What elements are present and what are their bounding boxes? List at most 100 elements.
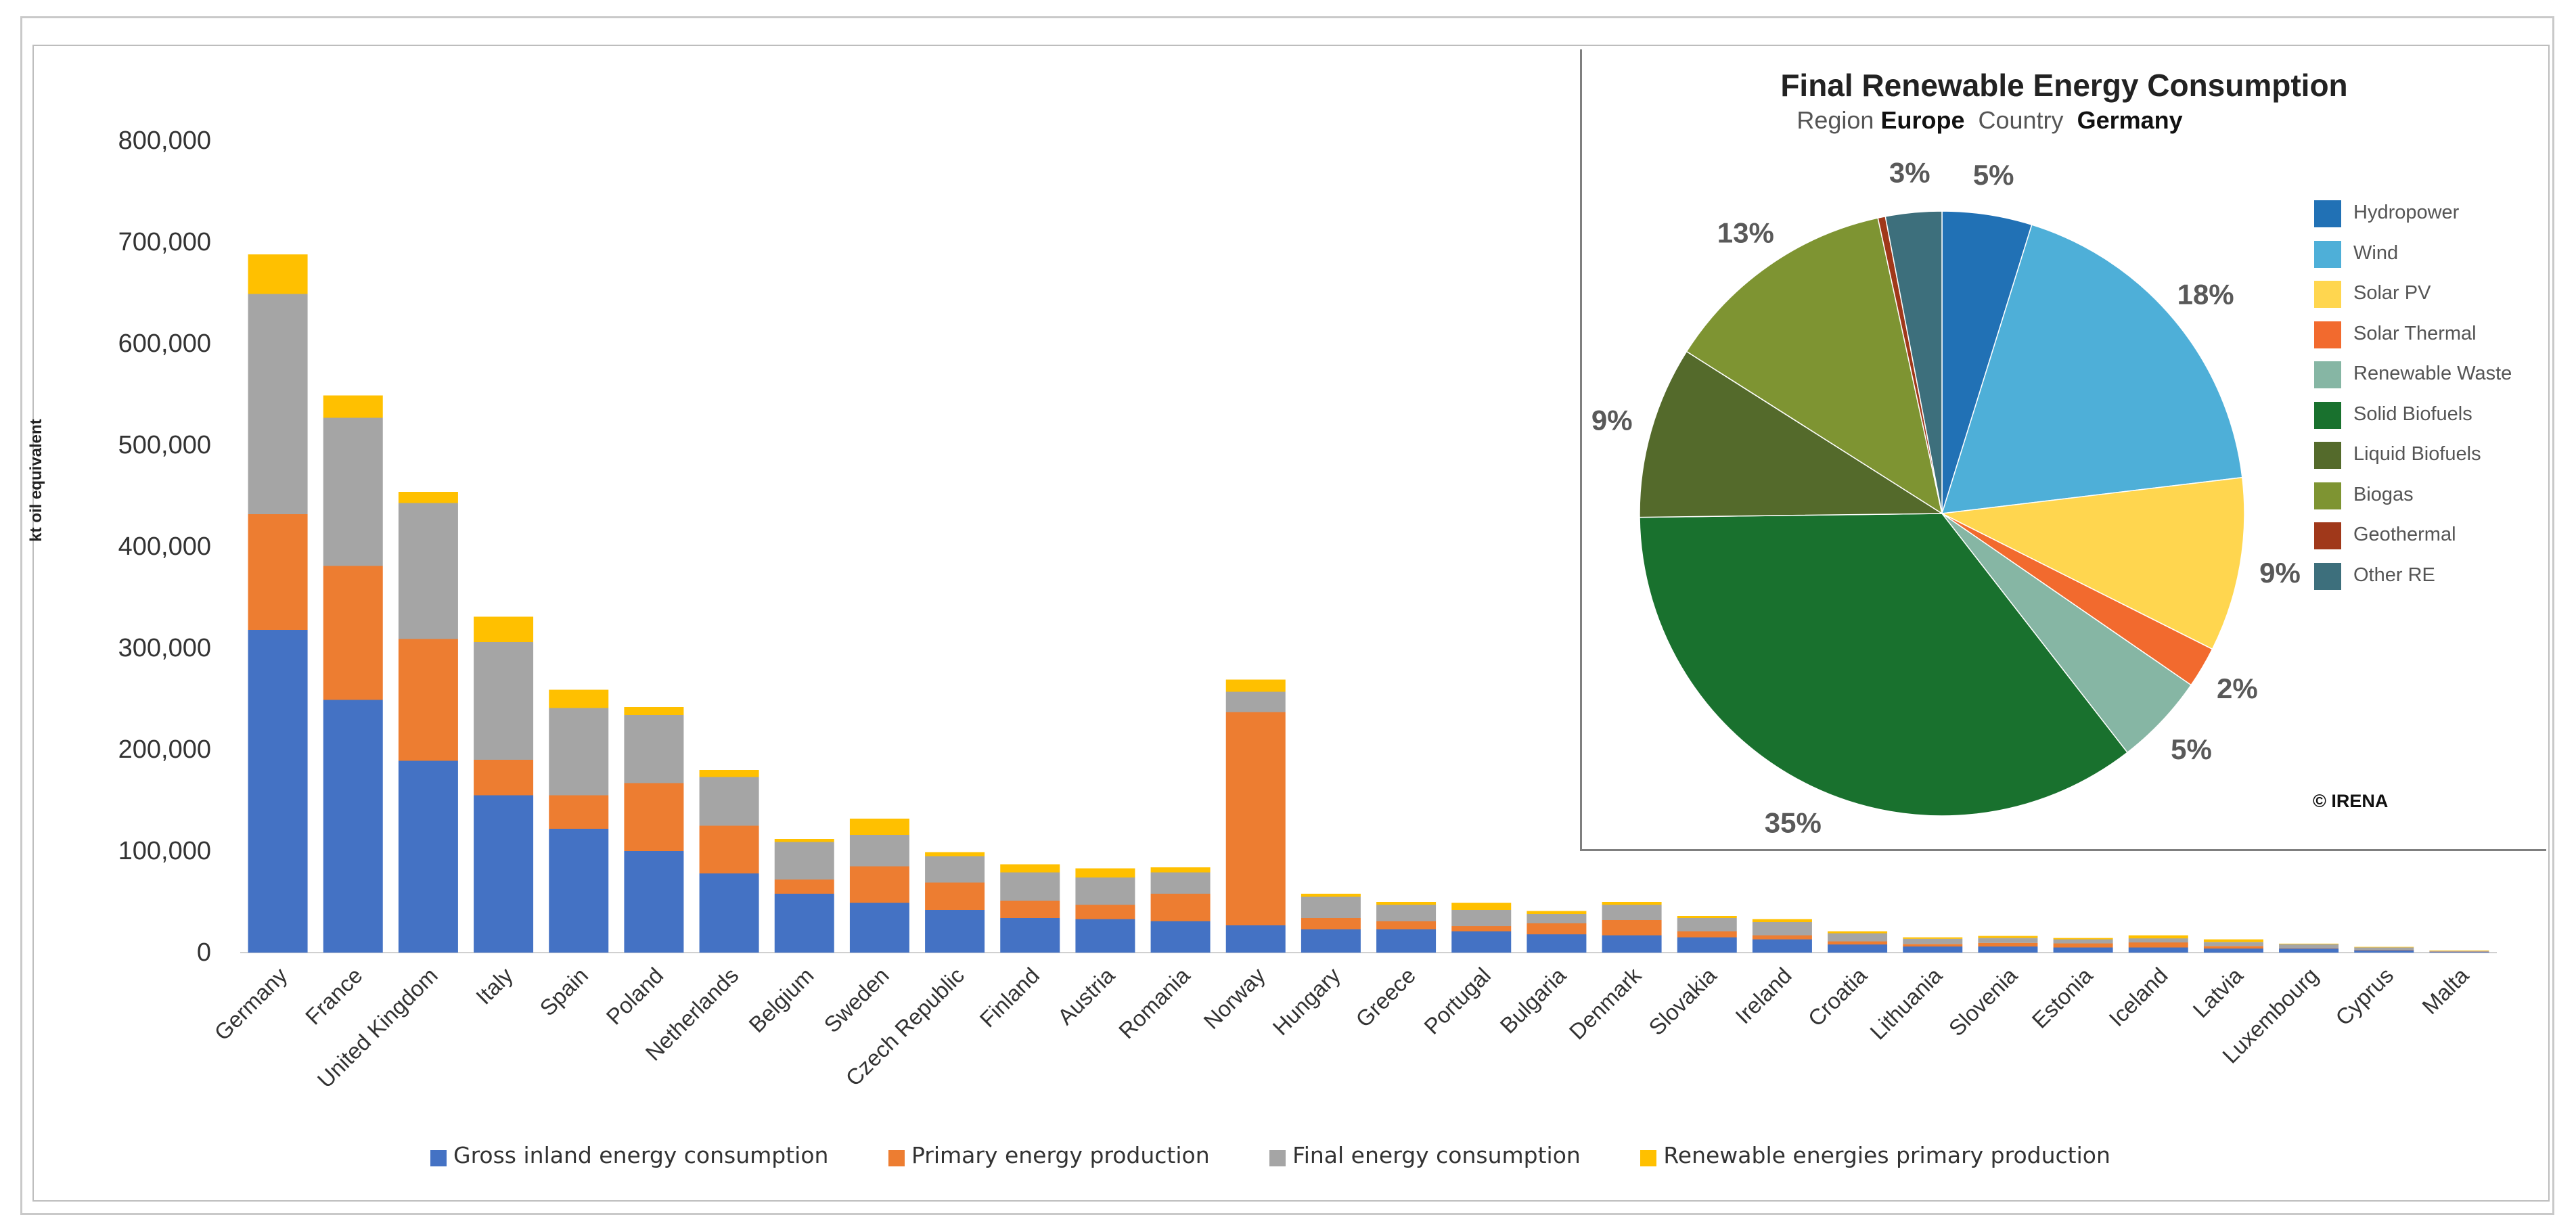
bar-segment bbox=[2354, 947, 2414, 951]
x-tick-label: Italy bbox=[471, 962, 518, 1009]
y-tick-label: 0 bbox=[197, 938, 211, 967]
bar-segment bbox=[1451, 910, 1512, 926]
bar-segment bbox=[1903, 938, 1963, 944]
pie-data-label: 5% bbox=[2171, 733, 2212, 765]
pie-data-label: 5% bbox=[1973, 159, 2014, 191]
pie-legend-label: Other RE bbox=[2353, 564, 2435, 586]
bar-segment bbox=[1677, 931, 1737, 938]
bar-segment bbox=[1978, 946, 2038, 953]
bar-segment bbox=[248, 514, 308, 630]
x-tick-label: Austria bbox=[1053, 962, 1120, 1029]
pie-slice bbox=[1639, 513, 2129, 817]
bar-segment bbox=[925, 910, 985, 953]
pie-legend-swatch bbox=[2314, 522, 2341, 549]
bar-segment bbox=[2128, 938, 2188, 942]
bar-segment bbox=[849, 903, 909, 953]
bar-segment bbox=[774, 839, 834, 842]
bar-segment bbox=[699, 777, 759, 826]
y-tick-label: 700,000 bbox=[118, 228, 211, 256]
pie-slice bbox=[1686, 217, 1943, 515]
x-tick-label: Spain bbox=[535, 963, 593, 1021]
x-tick-label: Latvia bbox=[2188, 962, 2248, 1022]
pie-legend-label: Liquid Biofuels bbox=[2353, 443, 2481, 465]
pie-legend-label: Biogas bbox=[2353, 483, 2414, 505]
y-tick-label: 200,000 bbox=[118, 735, 211, 764]
pie-legend-label: Geothermal bbox=[2353, 524, 2456, 545]
bar-segment bbox=[774, 894, 834, 953]
bar-segment bbox=[474, 795, 534, 953]
y-tick-label: 100,000 bbox=[118, 837, 211, 865]
bar-segment bbox=[1978, 938, 2038, 943]
bar-segment bbox=[1075, 919, 1135, 953]
bar-segment bbox=[474, 642, 534, 760]
bar-segment bbox=[1225, 712, 1286, 926]
bar-segment bbox=[1527, 914, 1587, 923]
x-tick-label: Germany bbox=[209, 962, 292, 1045]
x-tick-label: Iceland bbox=[2104, 963, 2172, 1031]
bar-segment bbox=[1602, 902, 1662, 905]
bar-segment bbox=[1150, 867, 1211, 873]
bar-segment bbox=[549, 689, 609, 708]
bar-segment bbox=[1301, 918, 1361, 930]
legend-label: Renewable energies primary production bbox=[1663, 1142, 2110, 1168]
pie-chart: 5%18%9%2%5%35%9%13%3% bbox=[1591, 156, 2301, 838]
bar-segment bbox=[849, 866, 909, 903]
bar-segment bbox=[2279, 949, 2339, 953]
bar-segment bbox=[1376, 902, 1437, 905]
pie-data-label: 18% bbox=[2177, 279, 2234, 311]
bar-segment bbox=[1376, 905, 1437, 921]
bar-segment bbox=[624, 851, 684, 953]
pie-legend-label: Solar PV bbox=[2353, 282, 2431, 304]
x-tick-label: Sweden bbox=[819, 963, 893, 1037]
x-tick-label: Greece bbox=[1351, 963, 1420, 1032]
bar-segment bbox=[2203, 942, 2263, 946]
bar-segment bbox=[2053, 943, 2113, 948]
bar-segment bbox=[2203, 939, 2263, 942]
bar-segment bbox=[2279, 944, 2339, 949]
bar-segment bbox=[248, 294, 308, 514]
bar-segment bbox=[1903, 946, 1963, 953]
country-label: Country bbox=[1978, 106, 2064, 134]
bar-segment bbox=[1075, 877, 1135, 905]
bar-segment bbox=[1752, 935, 1812, 940]
bar-segment bbox=[1752, 922, 1812, 936]
bar-segment bbox=[2203, 949, 2263, 953]
legend-item-primary-production: Primary energy production bbox=[888, 1142, 1210, 1168]
x-tick-label: Ireland bbox=[1730, 963, 1797, 1029]
bar-segment bbox=[1677, 937, 1737, 953]
bar-segment bbox=[549, 829, 609, 953]
x-tick-label: Estonia bbox=[2027, 962, 2098, 1032]
bar-segment bbox=[1451, 903, 1512, 910]
bar-segment bbox=[1752, 939, 1812, 953]
bar-segment bbox=[2429, 951, 2489, 952]
x-tick-label: Portugal bbox=[1419, 963, 1495, 1039]
bar-segment bbox=[1828, 944, 1888, 953]
y-tick-label: 500,000 bbox=[118, 431, 211, 459]
bar-segment bbox=[624, 783, 684, 851]
bar-segment bbox=[1075, 868, 1135, 877]
bar-segment bbox=[323, 566, 383, 700]
pie-data-label: 13% bbox=[1717, 216, 1774, 248]
bar-segment bbox=[2354, 946, 2414, 948]
bar-segment bbox=[1000, 872, 1060, 901]
legend-label: Primary energy production bbox=[911, 1142, 1210, 1168]
legend-item-final-consumption: Final energy consumption bbox=[1269, 1142, 1581, 1168]
bar-segment bbox=[549, 708, 609, 796]
pie-slice bbox=[1639, 350, 1944, 518]
bar-segment bbox=[1602, 920, 1662, 936]
bar-segment bbox=[2128, 935, 2188, 938]
bar-segment bbox=[699, 825, 759, 873]
x-tick-label: Croatia bbox=[1803, 962, 1872, 1031]
bar-segment bbox=[2354, 950, 2414, 951]
bar-segment bbox=[248, 630, 308, 953]
bar-segment bbox=[1903, 944, 1963, 946]
pie-data-label: 2% bbox=[2217, 672, 2258, 704]
bar-segment bbox=[1000, 864, 1060, 873]
legend-label: Final energy consumption bbox=[1292, 1142, 1581, 1168]
bar-segment bbox=[549, 795, 609, 829]
y-tick-label: 800,000 bbox=[118, 127, 211, 155]
bar-segment bbox=[1527, 934, 1587, 953]
pie-data-label: 9% bbox=[2259, 557, 2301, 589]
region-value: Europe bbox=[1880, 106, 1965, 134]
bar-segment bbox=[774, 842, 834, 880]
